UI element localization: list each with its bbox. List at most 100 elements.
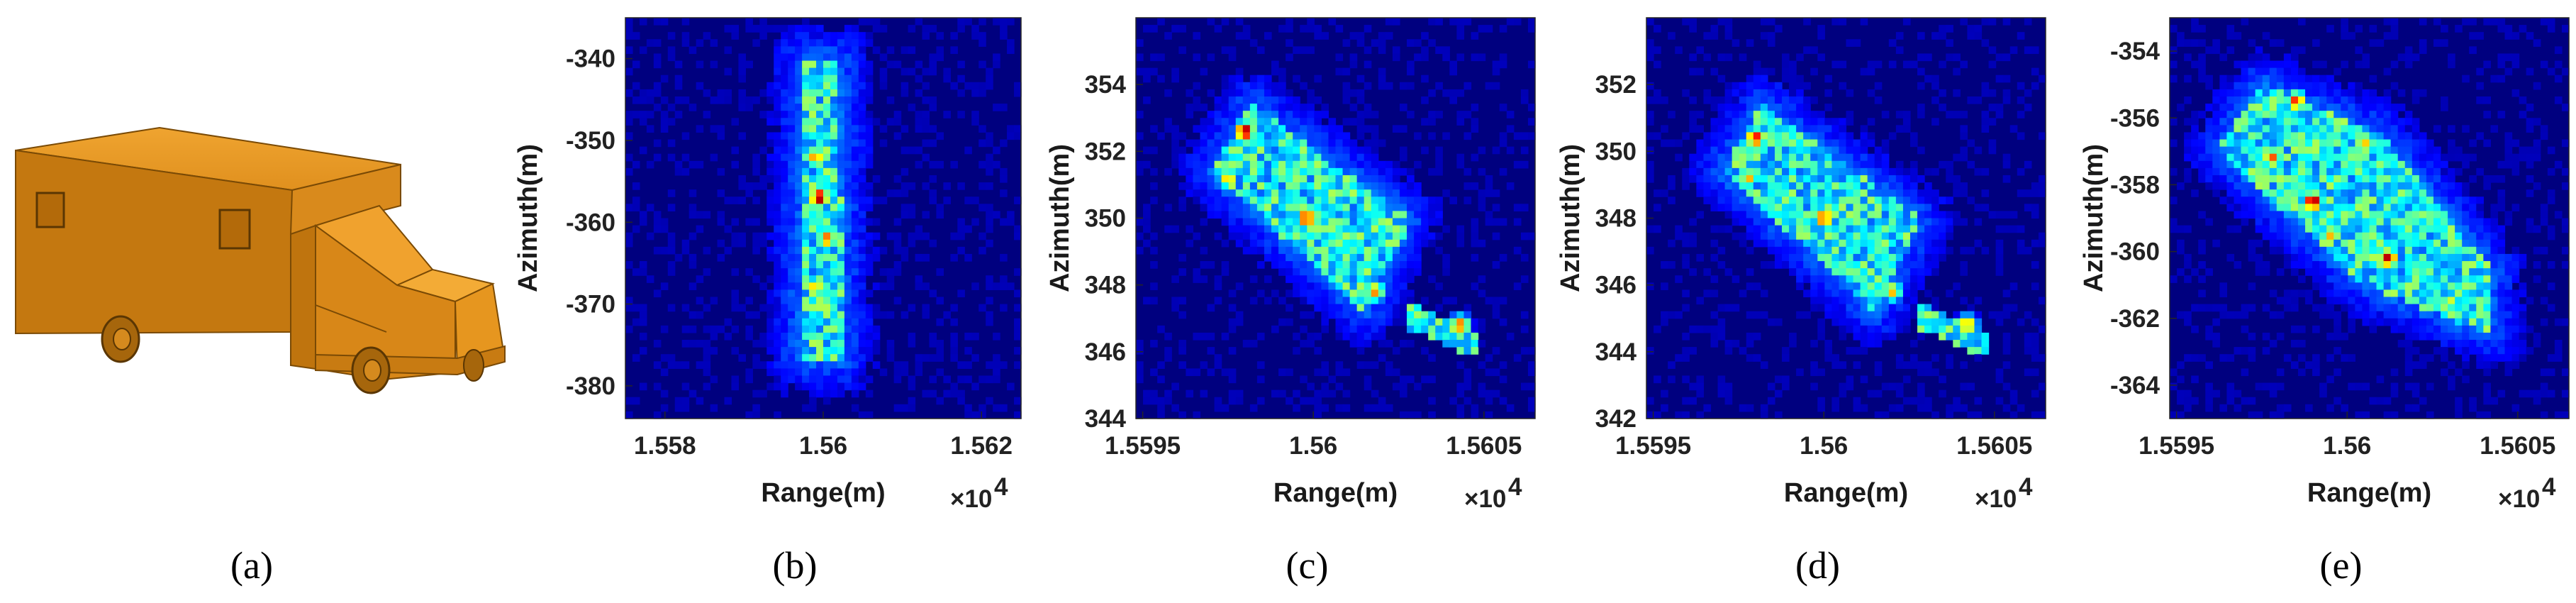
heatmap-cell bbox=[1796, 118, 1804, 126]
heatmap-cell bbox=[1661, 404, 1668, 412]
heatmap-cell bbox=[1214, 139, 1222, 148]
heatmap-cell bbox=[1646, 111, 1654, 118]
heatmap-cell bbox=[830, 354, 838, 362]
heatmap-cell bbox=[1349, 261, 1358, 269]
heatmap-cell bbox=[1014, 332, 1022, 341]
heatmap-cell bbox=[1378, 197, 1386, 204]
heatmap-cell bbox=[795, 311, 803, 319]
heatmap-cell bbox=[759, 89, 767, 97]
heatmap-cell bbox=[2198, 167, 2206, 176]
heatmap-cell bbox=[2290, 67, 2299, 76]
heatmap-cell bbox=[1463, 382, 1472, 391]
heatmap-cell bbox=[2305, 132, 2313, 140]
heatmap-cell bbox=[1895, 225, 1904, 233]
heatmap-cell bbox=[1428, 118, 1436, 126]
heatmap-cell bbox=[2234, 32, 2242, 40]
heatmap-cell bbox=[1520, 382, 1529, 391]
heatmap-cell bbox=[1293, 253, 1300, 262]
heatmap-cell bbox=[717, 125, 725, 133]
heatmap-cell bbox=[703, 32, 711, 40]
heatmap-cell bbox=[837, 60, 845, 69]
heatmap-cell bbox=[1654, 189, 1661, 197]
heatmap-cell bbox=[752, 96, 760, 104]
heatmap-cell bbox=[802, 325, 810, 333]
heatmap-cell bbox=[1399, 167, 1407, 176]
heatmap-cell bbox=[1810, 153, 1818, 162]
heatmap-cell bbox=[851, 53, 859, 62]
x-tick-label: 1.562 bbox=[950, 432, 1013, 460]
heatmap-cell bbox=[1717, 375, 1726, 384]
heatmap-cell bbox=[886, 60, 895, 69]
heatmap-cell bbox=[1385, 160, 1393, 169]
heatmap-cell bbox=[2290, 304, 2299, 312]
heatmap-cell bbox=[781, 160, 788, 169]
heatmap-cell bbox=[993, 368, 1000, 377]
heatmap-cell bbox=[844, 46, 852, 55]
heatmap-cell bbox=[1499, 53, 1507, 62]
heatmap-cell bbox=[1817, 239, 1825, 248]
heatmap-cell bbox=[2269, 118, 2277, 126]
heatmap-cell bbox=[1414, 325, 1422, 333]
heatmap-cell bbox=[2319, 389, 2327, 398]
heatmap-cell bbox=[1207, 175, 1215, 183]
heatmap-cell bbox=[1442, 261, 1450, 269]
heatmap-cell bbox=[1235, 153, 1244, 162]
x-tick-label: 1.5595 bbox=[1105, 432, 1181, 460]
heatmap-cell bbox=[809, 404, 817, 412]
heatmap-cell bbox=[2024, 46, 2032, 55]
heatmap-cell bbox=[1328, 268, 1337, 276]
heatmap-cell bbox=[1256, 175, 1265, 183]
heatmap-cell bbox=[1371, 189, 1379, 197]
heatmap-cell bbox=[1264, 204, 1272, 212]
heatmap-cell bbox=[1207, 211, 1215, 219]
heatmap-cell bbox=[1278, 197, 1286, 204]
heatmap-cell bbox=[1335, 282, 1344, 290]
heatmap-cell bbox=[1349, 239, 1358, 248]
heatmap-cell bbox=[1364, 375, 1372, 384]
heatmap-cell bbox=[681, 340, 690, 348]
heatmap-cell bbox=[1228, 189, 1237, 197]
heatmap-cell bbox=[915, 60, 923, 69]
heatmap-cell bbox=[1874, 189, 1883, 197]
heatmap-cell bbox=[1178, 132, 1186, 140]
heatmap-cell bbox=[2226, 82, 2235, 90]
heatmap-cell bbox=[2283, 197, 2292, 204]
heatmap-cell bbox=[957, 218, 965, 226]
heatmap-cell bbox=[1335, 361, 1344, 369]
heatmap-cell bbox=[1846, 111, 1854, 118]
heatmap-cell bbox=[1207, 189, 1215, 197]
heatmap-cell bbox=[950, 32, 958, 40]
heatmap-cell bbox=[1895, 404, 1904, 412]
heatmap-cell bbox=[1760, 189, 1768, 197]
x-tick-label: 1.56 bbox=[1800, 432, 1848, 460]
heatmap-cell bbox=[1668, 111, 1675, 118]
heatmap-cell bbox=[1356, 32, 1365, 40]
heatmap-cell bbox=[830, 239, 838, 248]
heatmap-cell bbox=[2283, 67, 2292, 76]
heatmap-cell bbox=[2205, 139, 2213, 148]
heatmap-cell bbox=[1946, 332, 1953, 341]
heatmap-cell bbox=[1513, 354, 1522, 362]
heatmap-cell bbox=[1767, 67, 1775, 76]
heatmap-cell bbox=[653, 211, 662, 219]
heatmap-cell bbox=[2348, 104, 2355, 111]
heatmap-cell bbox=[1264, 239, 1272, 248]
heatmap-cell bbox=[2212, 239, 2220, 248]
heatmap-cell bbox=[1321, 211, 1329, 219]
heatmap-cell bbox=[837, 253, 845, 262]
heatmap-cell bbox=[858, 332, 866, 341]
heatmap-cell bbox=[1293, 189, 1300, 197]
heatmap-cell bbox=[1321, 167, 1329, 176]
heatmap-cell bbox=[1349, 325, 1358, 333]
heatmap-cell bbox=[2184, 74, 2192, 83]
heatmap-cell bbox=[1499, 104, 1507, 111]
heatmap-cell bbox=[781, 139, 788, 148]
heatmap-cell bbox=[1782, 347, 1790, 355]
heatmap-cell bbox=[781, 340, 788, 348]
heatmap-cell bbox=[766, 340, 774, 348]
heatmap-cell bbox=[653, 411, 662, 419]
heatmap-cell bbox=[830, 389, 838, 398]
heatmap-cell bbox=[957, 397, 965, 405]
heatmap-cell bbox=[1917, 218, 1925, 226]
heatmap-cell bbox=[1478, 146, 1486, 155]
